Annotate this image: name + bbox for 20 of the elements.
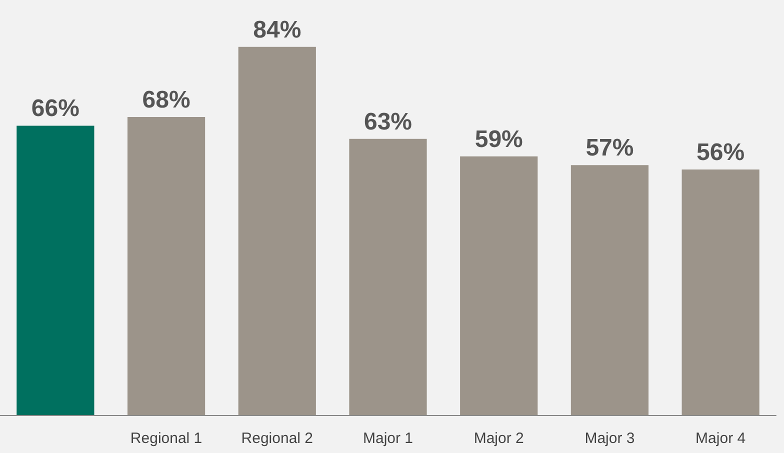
bar bbox=[570, 165, 649, 415]
data-label: 57% bbox=[586, 134, 634, 162]
bar bbox=[16, 126, 94, 415]
x-tick-label: Regional 1 bbox=[130, 430, 202, 447]
bar bbox=[238, 46, 316, 415]
x-tick-label: Major 2 bbox=[474, 430, 524, 447]
bar bbox=[682, 170, 760, 415]
data-label: 66% bbox=[31, 95, 80, 122]
bar bbox=[349, 138, 427, 415]
x-tick-label: Major 1 bbox=[362, 430, 414, 447]
data-label: 59% bbox=[474, 126, 523, 153]
bar bbox=[127, 116, 206, 415]
x-tick-label: Major 4 bbox=[696, 430, 746, 447]
bar bbox=[460, 156, 538, 415]
data-label: 84% bbox=[253, 16, 302, 44]
x-tick-label: Regional 2 bbox=[241, 430, 313, 447]
x-tick-label: Major 3 bbox=[584, 430, 635, 447]
data-label: 68% bbox=[142, 86, 190, 114]
data-label: 63% bbox=[364, 108, 412, 136]
data-label: 56% bbox=[696, 139, 745, 166]
